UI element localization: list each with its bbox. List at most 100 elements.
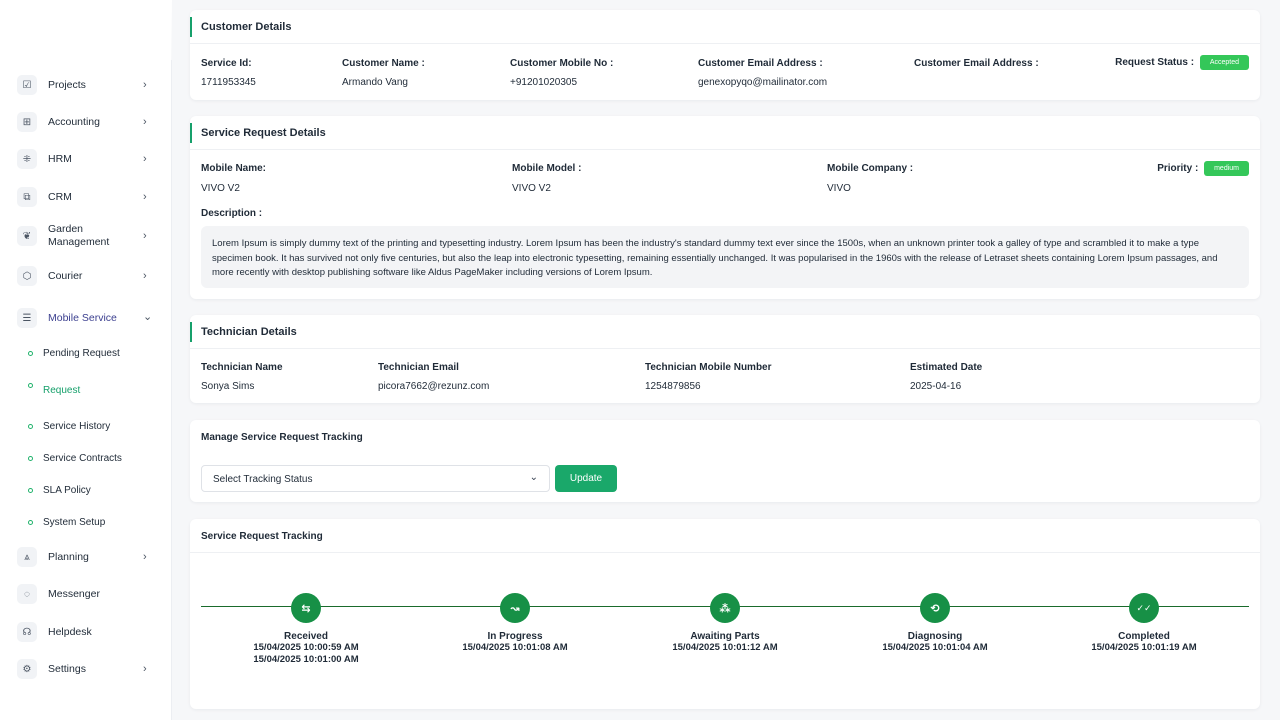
accent-bar <box>190 123 192 143</box>
card-header: Manage Service Request Tracking <box>190 420 1260 454</box>
customer-mobile-value: +91201020305 <box>510 77 578 88</box>
timeline-step-in-progress: ↝ In Progress 15/04/2025 10:01:08 AM <box>425 593 605 654</box>
request-status-label: Request Status : <box>1115 57 1195 69</box>
sidebar-subitem-service-history[interactable]: Service History <box>0 414 172 438</box>
status-badge: Accepted <box>1199 55 1249 70</box>
card-title: Customer Details <box>201 21 292 33</box>
card-title: Service Request Tracking <box>201 531 323 542</box>
sidebar-item-label: HRM <box>48 152 72 165</box>
customer-name-value: Armando Vang <box>342 77 408 88</box>
sidebar: ☑ Projects › ⊞ Accounting › ⁜ HRM › ⧉ CR… <box>0 0 172 720</box>
bullet-icon <box>28 487 33 493</box>
estimated-date-value: 2025-04-16 <box>910 381 962 392</box>
sidebar-item-courier[interactable]: ⬡ Courier › <box>0 261 172 291</box>
repeat-icon: ⟲ <box>920 593 950 623</box>
sidebar-item-label: Settings <box>48 662 86 675</box>
chevron-down-icon: ⌄ <box>529 472 538 483</box>
swap-icon: ⇆ <box>291 593 321 623</box>
tracking-status-select[interactable]: Select Tracking Status ⌄ <box>201 465 550 492</box>
bullet-icon <box>28 423 33 429</box>
sidebar-item-crm[interactable]: ⧉ CRM › <box>0 182 172 212</box>
accent-bar <box>190 17 192 37</box>
priority-label: Priority : <box>1157 163 1199 175</box>
description-box: Lorem Ipsum is simply dummy text of the … <box>201 226 1249 288</box>
sidebar-item-accounting[interactable]: ⊞ Accounting › <box>0 107 172 137</box>
step-time: 15/04/2025 10:01:12 AM <box>672 642 778 653</box>
headset-icon: ☊ <box>17 622 37 642</box>
parts-icon: ⁂ <box>710 593 740 623</box>
menu-icon: ☰ <box>17 308 37 328</box>
technician-email-label: Technician Email <box>378 362 459 373</box>
customer-name-label: Customer Name : <box>342 58 425 69</box>
step-time: 15/04/2025 10:01:04 AM <box>882 642 988 653</box>
update-button[interactable]: Update <box>555 465 617 492</box>
chevron-down-icon: ⌄ <box>143 311 153 323</box>
users-icon: ⁜ <box>17 149 37 169</box>
card-header: Technician Details <box>190 315 1260 349</box>
sidebar-item-projects[interactable]: ☑ Projects › <box>0 70 172 100</box>
sidebar-subitem-service-contracts[interactable]: Service Contracts <box>0 446 172 470</box>
sidebar-subitem-request[interactable]: Request <box>0 378 172 402</box>
mobile-company-value: VIVO <box>827 183 851 194</box>
sidebar-subitem-label: Service History <box>43 420 111 432</box>
sidebar-top-fade <box>0 0 172 60</box>
technician-mobile-value: 1254879856 <box>645 381 701 392</box>
copy-icon: ⧉ <box>17 187 37 207</box>
chevron-right-icon: › <box>143 270 147 282</box>
grid-icon: ⊞ <box>17 112 37 132</box>
bullet-icon <box>28 350 33 356</box>
checkbox-icon: ☑ <box>17 75 37 95</box>
mobile-company-label: Mobile Company : <box>827 163 914 174</box>
sidebar-item-mobile-service[interactable]: ☰ Mobile Service ⌄ <box>0 303 172 333</box>
step-time: 15/04/2025 10:01:19 AM <box>1091 642 1197 653</box>
service-request-tracking-card: Service Request Tracking ⇆ Received 15/0… <box>190 519 1260 709</box>
sidebar-subitem-label: Pending Request <box>43 347 120 359</box>
mobile-model-label: Mobile Model : <box>512 163 582 174</box>
timeline-step-received: ⇆ Received 15/04/2025 10:00:59 AM 15/04/… <box>216 593 396 666</box>
step-name: Received <box>284 631 328 642</box>
chevron-right-icon: › <box>143 551 147 563</box>
gear-icon: ⚙ <box>17 659 37 679</box>
sidebar-item-label: Messenger <box>48 587 100 600</box>
chevron-right-icon: › <box>143 230 147 242</box>
sidebar-item-label: Courier <box>48 269 83 282</box>
sidebar-item-garden-management[interactable]: ❦ Garden Management › <box>0 221 172 251</box>
card-header: Service Request Details <box>190 116 1260 150</box>
sidebar-item-label: CRM <box>48 190 72 203</box>
technician-email-value: picora7662@rezunz.com <box>378 381 490 392</box>
sidebar-item-messenger[interactable]: ◌ Messenger <box>0 579 172 609</box>
bullet-icon <box>28 455 33 461</box>
customer-email-label-2: Customer Email Address : <box>914 58 1039 69</box>
chevron-right-icon: › <box>143 116 147 128</box>
manage-tracking-card: Manage Service Request Tracking Select T… <box>190 420 1260 502</box>
step-name: In Progress <box>487 631 543 642</box>
technician-details-card: Technician Details Technician Name Sonya… <box>190 315 1260 403</box>
sidebar-item-label: Mobile Service <box>48 311 117 324</box>
sidebar-item-helpdesk[interactable]: ☊ Helpdesk <box>0 617 172 647</box>
chat-icon: ◌ <box>17 584 37 604</box>
card-header: Service Request Tracking <box>190 519 1260 553</box>
chevron-right-icon: › <box>143 79 147 91</box>
sidebar-subitem-system-setup[interactable]: System Setup <box>0 510 172 534</box>
request-status: Request Status : Accepted <box>1115 55 1249 70</box>
priority-badge: medium <box>1204 161 1249 176</box>
customer-mobile-label: Customer Mobile No : <box>510 58 614 69</box>
sidebar-item-planning[interactable]: ⩓ Planning › <box>0 542 172 572</box>
step-name: Completed <box>1118 631 1170 642</box>
step-name: Awaiting Parts <box>690 631 760 642</box>
card-title: Manage Service Request Tracking <box>201 432 363 443</box>
sidebar-subitem-label: SLA Policy <box>43 484 91 496</box>
planning-icon: ⩓ <box>17 547 37 567</box>
chevron-right-icon: › <box>143 191 147 203</box>
sidebar-item-hrm[interactable]: ⁜ HRM › <box>0 144 172 174</box>
technician-name-label: Technician Name <box>201 362 283 373</box>
sidebar-item-label: Projects <box>48 78 86 91</box>
sidebar-subitem-pending-request[interactable]: Pending Request <box>0 341 172 365</box>
sidebar-subitem-label: Request <box>43 384 81 396</box>
sidebar-subitem-sla-policy[interactable]: SLA Policy <box>0 478 172 502</box>
sidebar-item-settings[interactable]: ⚙ Settings › <box>0 654 172 684</box>
technician-name-value: Sonya Sims <box>201 381 255 392</box>
chevron-right-icon: › <box>143 663 147 675</box>
mobile-name-value: VIVO V2 <box>201 183 240 194</box>
leaf-icon: ❦ <box>17 226 37 246</box>
